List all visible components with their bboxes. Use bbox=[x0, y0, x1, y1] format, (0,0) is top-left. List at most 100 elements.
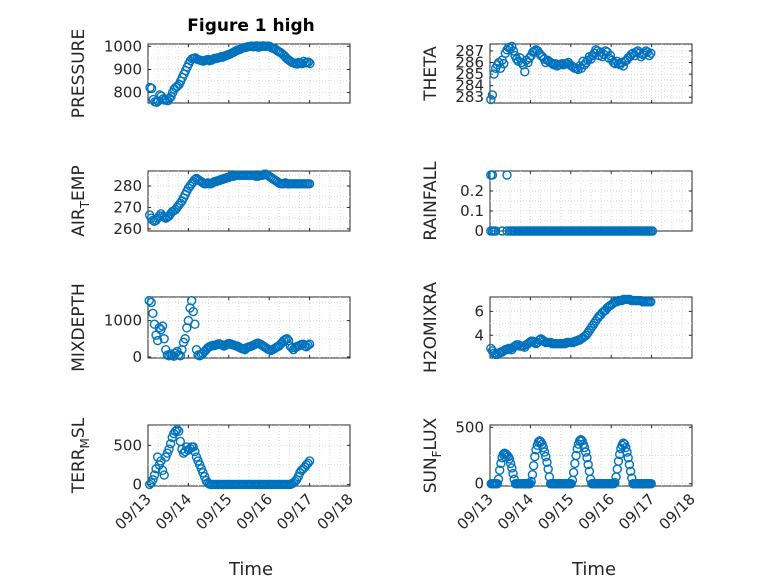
data-point bbox=[144, 295, 154, 306]
plot-area bbox=[147, 43, 351, 104]
data-point bbox=[504, 454, 515, 464]
data-point bbox=[622, 447, 632, 457]
data-point bbox=[507, 463, 517, 473]
x-tick-label: 09/16 bbox=[233, 490, 276, 533]
data-point bbox=[516, 57, 527, 68]
data-point bbox=[582, 453, 592, 463]
y-tick-label: 4 bbox=[474, 326, 484, 344]
data-point bbox=[492, 479, 502, 489]
data-point bbox=[646, 297, 656, 307]
subplot-h2omixra: 4 6 H2OMIXRA bbox=[421, 282, 693, 373]
data-point bbox=[148, 215, 158, 225]
data-point bbox=[174, 426, 184, 436]
x-tick-label: 09/16 bbox=[575, 490, 618, 533]
data-point bbox=[183, 445, 194, 455]
data-point bbox=[486, 343, 496, 354]
data-point bbox=[583, 459, 593, 470]
data-point bbox=[581, 330, 591, 340]
data-point bbox=[581, 447, 591, 457]
x-tick-label: 09/14 bbox=[494, 490, 537, 533]
y-tick-label: 0.1 bbox=[460, 202, 484, 220]
data-point bbox=[487, 170, 498, 180]
data-point bbox=[499, 58, 509, 69]
data-point bbox=[303, 57, 314, 67]
x-tick-label: 09/14 bbox=[152, 490, 195, 533]
data-point bbox=[502, 170, 512, 180]
data-point bbox=[505, 458, 516, 469]
y-axis-label: PRESSURE bbox=[69, 29, 89, 118]
data-point bbox=[288, 478, 299, 488]
y-tick-label: 500 bbox=[113, 436, 142, 454]
x-tick-label: 09/13 bbox=[454, 490, 497, 533]
y-tick-label: 800 bbox=[113, 84, 142, 102]
data-point bbox=[487, 90, 498, 100]
y-tick-label: 260 bbox=[113, 220, 142, 238]
data-point bbox=[613, 456, 624, 466]
y-tick-label: 0 bbox=[132, 348, 142, 366]
data-point bbox=[188, 442, 198, 452]
data-point bbox=[303, 340, 313, 350]
data-point bbox=[148, 475, 158, 485]
data-point bbox=[490, 226, 501, 236]
y-tick-label: 286 bbox=[455, 54, 484, 72]
data-point bbox=[541, 451, 551, 462]
data-point bbox=[526, 476, 536, 487]
data-point bbox=[647, 226, 658, 236]
data-point bbox=[175, 351, 186, 361]
y-axis-label: H2OMIXRA bbox=[421, 282, 441, 373]
data-point bbox=[591, 316, 601, 326]
data-point bbox=[584, 325, 595, 336]
y-tick-label: 0 bbox=[474, 222, 484, 240]
subplot-mixdepth: 0 1000 MIXDEPTH bbox=[69, 283, 351, 372]
data-point bbox=[623, 453, 633, 463]
series-theta bbox=[486, 41, 656, 105]
data-point bbox=[148, 308, 158, 319]
y-axis-label: SUNFLUX bbox=[421, 417, 444, 493]
data-point bbox=[583, 328, 593, 338]
data-point bbox=[587, 321, 598, 331]
x-tick-label: 09/17 bbox=[615, 490, 658, 533]
data-point bbox=[542, 457, 552, 467]
series-terr_msl bbox=[144, 424, 315, 490]
data-point bbox=[625, 466, 636, 477]
data-point bbox=[621, 442, 631, 453]
series-sun_flux bbox=[486, 434, 656, 489]
y-tick-label: 287 bbox=[455, 42, 484, 60]
data-point bbox=[146, 297, 156, 308]
data-point bbox=[190, 319, 200, 329]
data-point bbox=[494, 465, 505, 475]
figure-title: Figure 1 high bbox=[187, 16, 315, 36]
data-point bbox=[149, 216, 160, 227]
data-point bbox=[165, 439, 176, 449]
x-tick-label: 09/18 bbox=[314, 490, 357, 533]
data-point bbox=[304, 339, 315, 349]
data-point bbox=[180, 334, 190, 344]
data-point bbox=[589, 318, 599, 329]
y-axis-label: TERRMSL bbox=[69, 417, 92, 494]
y-tick-label: 280 bbox=[113, 177, 142, 195]
data-point bbox=[157, 321, 168, 331]
data-point bbox=[287, 343, 297, 353]
series-rainfall bbox=[486, 170, 658, 236]
data-point bbox=[305, 58, 315, 69]
data-point bbox=[170, 426, 181, 436]
data-point bbox=[520, 67, 530, 77]
y-axis-label: RAINFALL bbox=[421, 161, 441, 241]
x-axis-label-left: Time bbox=[228, 559, 273, 580]
data-point bbox=[166, 92, 176, 102]
data-point bbox=[486, 94, 496, 105]
y-tick-label: 284 bbox=[455, 77, 484, 95]
data-point bbox=[186, 295, 197, 306]
data-point bbox=[528, 460, 539, 471]
data-point bbox=[304, 456, 315, 466]
y-tick-label: 500 bbox=[455, 418, 484, 436]
x-tick-label: 09/17 bbox=[273, 490, 316, 533]
data-point bbox=[496, 458, 506, 469]
data-point bbox=[190, 174, 200, 185]
data-point bbox=[493, 474, 504, 484]
data-point bbox=[149, 470, 160, 480]
